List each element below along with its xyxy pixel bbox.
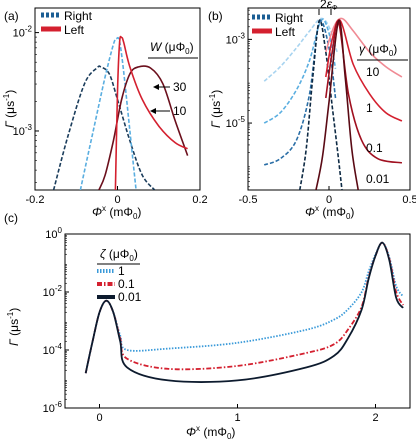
panel-b-legend: Right Left bbox=[252, 11, 304, 39]
series-line-left-1 bbox=[325, 19, 403, 122]
y-tick-label: 10-3 bbox=[13, 123, 33, 138]
series-line-left-30 bbox=[98, 65, 189, 190]
y-tick-label: 10-5 bbox=[226, 115, 246, 130]
gamma-0.1-label: 0.1 bbox=[366, 141, 383, 155]
y-tick-label: 10-4 bbox=[43, 342, 63, 357]
gamma-legend-title: γ (μΦ0) bbox=[359, 42, 397, 58]
series-line-right-30 bbox=[52, 65, 156, 190]
zeta-legend-title: ζ (μΦ0) bbox=[100, 247, 138, 263]
series-line-right-1 bbox=[263, 18, 337, 124]
x-tick-label: 1 bbox=[234, 412, 240, 424]
panel-b: -0.5 0 0.5 10-5 10-3 Γ (μs-1) Φx (mΦ0) 2εΦ R… bbox=[208, 0, 416, 221]
legend-left-label: Left bbox=[275, 25, 296, 39]
panel-c-ylabel: Γ (μs-1) bbox=[6, 308, 21, 346]
panel-c-xlabel: Φx (mΦ0) bbox=[186, 424, 235, 441]
panel-a: -0.2 0 0.2 10-3 10-2 Γ (μs-1) Φx (mΦ0) Right… bbox=[2, 7, 208, 221]
x-tick-label: 0 bbox=[326, 194, 332, 206]
legend-left-label: Left bbox=[64, 23, 85, 37]
panel-b-gamma-legend: γ (μΦ0) 10 1 0.1 0.01 bbox=[357, 42, 408, 186]
x-tick-label: 0 bbox=[96, 412, 102, 424]
legend-right-label: Right bbox=[64, 9, 93, 23]
series-line-left-10 bbox=[114, 35, 188, 190]
y-tick-label: 10-2 bbox=[13, 25, 33, 40]
panel-c-label: (c) bbox=[4, 211, 18, 225]
two-epsilon-annotation: 2εΦ bbox=[318, 0, 338, 15]
series-line-right-0.1 bbox=[263, 20, 337, 166]
panel-a-w-legend: W (μΦ0) 30 10 bbox=[148, 40, 198, 118]
panel-a-xlabel: Φx (mΦ0) bbox=[92, 204, 141, 221]
svg-text:2εΦ: 2εΦ bbox=[320, 0, 338, 12]
panel-a-ylabel: Γ (μs-1) bbox=[2, 90, 17, 128]
series-line-0.01 bbox=[84, 241, 404, 383]
zeta-1-label: 1 bbox=[118, 264, 125, 278]
x-tick-label: 0.5 bbox=[402, 194, 416, 206]
panel-a-label: (a) bbox=[4, 9, 19, 23]
zeta-0.01-label: 0.01 bbox=[118, 290, 142, 304]
panel-b-ylabel: Γ (μs-1) bbox=[208, 90, 223, 128]
series-line-left-0.1 bbox=[325, 20, 403, 164]
x-tick-label: -0.2 bbox=[26, 194, 45, 206]
w-10-label: 10 bbox=[173, 104, 187, 118]
w-legend-title: W (μΦ0) bbox=[150, 40, 194, 56]
series-line-right-0.01 bbox=[299, 19, 343, 190]
y-tick-label: 10-2 bbox=[43, 284, 63, 299]
panel-b-xlabel: Φx (mΦ0) bbox=[305, 204, 354, 221]
x-tick-label: -0.5 bbox=[239, 194, 258, 206]
series-line-right-10 bbox=[263, 17, 338, 82]
legend-right-label: Right bbox=[275, 11, 304, 25]
x-tick-label: 0 bbox=[114, 194, 120, 206]
y-tick-label: 100 bbox=[45, 226, 62, 241]
y-tick-label: 10-6 bbox=[43, 400, 63, 415]
w-30-label: 30 bbox=[173, 80, 187, 94]
x-tick-label: 2 bbox=[372, 412, 378, 424]
gamma-0.01-label: 0.01 bbox=[366, 172, 390, 186]
zeta-0.1-label: 0.1 bbox=[118, 277, 135, 291]
series-line-right-10 bbox=[79, 36, 137, 190]
panel-b-label: (b) bbox=[208, 9, 223, 23]
gamma-10-label: 10 bbox=[366, 65, 380, 79]
panel-c: 0 1 2 10-6 10-4 10-2 100 Γ (μs-1) Φx (mΦ0) ζ (… bbox=[6, 226, 411, 441]
series-line-left-0.01 bbox=[315, 19, 359, 190]
series-line-left-10 bbox=[325, 17, 403, 78]
gamma-1-label: 1 bbox=[366, 101, 373, 115]
y-tick-label: 10-3 bbox=[226, 31, 246, 46]
panel-c-legend: ζ (μΦ0) 1 0.1 0.01 bbox=[97, 247, 142, 304]
x-tick-label: 0.2 bbox=[192, 194, 207, 206]
panel-a-legend: Right Left bbox=[41, 9, 93, 37]
